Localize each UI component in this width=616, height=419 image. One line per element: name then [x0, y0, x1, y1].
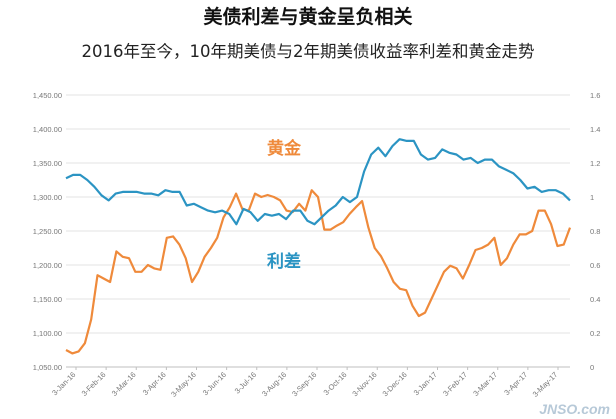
x-tick-label: 3-Jul-16 [233, 370, 259, 396]
chart-title: 美债利差与黄金呈负相关 [203, 6, 413, 28]
x-tick-label: 3-Feb-17 [441, 370, 469, 398]
left-tick-label: 1,350.00 [33, 159, 62, 168]
gridlines [66, 94, 570, 368]
watermark: JNSO.com [539, 401, 610, 417]
x-tick-label: 3-May-17 [531, 370, 560, 399]
x-tick-label: 3-Oct-16 [322, 370, 349, 397]
left-tick-label: 1,300.00 [33, 193, 62, 202]
x-tick-label: 3-Apr-17 [502, 370, 529, 397]
x-axis-ticks: 3-Jan-16 3-Feb-16 3-Mar-16 3-Apr-16 3-May-16… [50, 367, 559, 399]
series-line-spread [65, 138, 571, 226]
right-tick-label: 1 [590, 193, 594, 202]
x-tick-label: 3-Mar-17 [471, 370, 499, 398]
left-axis-ticks: 1,050.00 1,100.00 1,150.00 1,200.00 1,250.00… [33, 91, 62, 372]
right-tick-label: 0.8 [590, 227, 600, 236]
x-tick-label: 3-Sep-16 [290, 370, 318, 398]
right-tick-label: 1.4 [590, 125, 600, 134]
x-tick-label: 3-Mar-16 [110, 370, 138, 398]
left-tick-label: 1,050.00 [33, 363, 62, 372]
x-tick-label: 3-May-16 [169, 370, 198, 399]
x-tick-label: 3-Jan-16 [50, 370, 77, 397]
chart-subtitle: 2016年至今，10年期美债与2年期美债收益率利差和黄金走势 [81, 42, 535, 61]
x-tick-label: 3-Nov-16 [350, 370, 378, 398]
left-tick-label: 1,400.00 [33, 125, 62, 134]
left-tick-label: 1,450.00 [33, 91, 62, 100]
right-axis-ticks: 0 0.2 0.4 0.6 0.8 1 1.2 1.4 1.6 [590, 91, 600, 372]
x-tick-label: 3-Dec-16 [381, 370, 409, 398]
left-tick-label: 1,150.00 [33, 295, 62, 304]
right-tick-label: 0.6 [590, 261, 600, 270]
x-tick-label: 3-Apr-16 [141, 370, 168, 397]
left-tick-label: 1,200.00 [33, 261, 62, 270]
right-tick-label: 1.6 [590, 91, 600, 100]
right-tick-label: 0 [590, 363, 594, 372]
series-annotation: 利差 [267, 251, 301, 272]
right-tick-label: 0.2 [590, 329, 600, 338]
x-tick-label: 3-Jun-16 [201, 370, 228, 397]
series-annotation: 黄金 [267, 138, 302, 159]
series-layer [65, 138, 572, 355]
x-tick-label: 3-Jan-17 [412, 370, 439, 397]
x-tick-label: 3-Feb-16 [80, 370, 108, 398]
left-tick-label: 1,100.00 [33, 329, 62, 338]
left-tick-label: 1,250.00 [33, 227, 62, 236]
series-line-gold [65, 189, 572, 355]
x-tick-label: 3-Aug-16 [260, 370, 288, 398]
right-tick-label: 1.2 [590, 159, 600, 168]
right-tick-label: 0.4 [590, 295, 600, 304]
